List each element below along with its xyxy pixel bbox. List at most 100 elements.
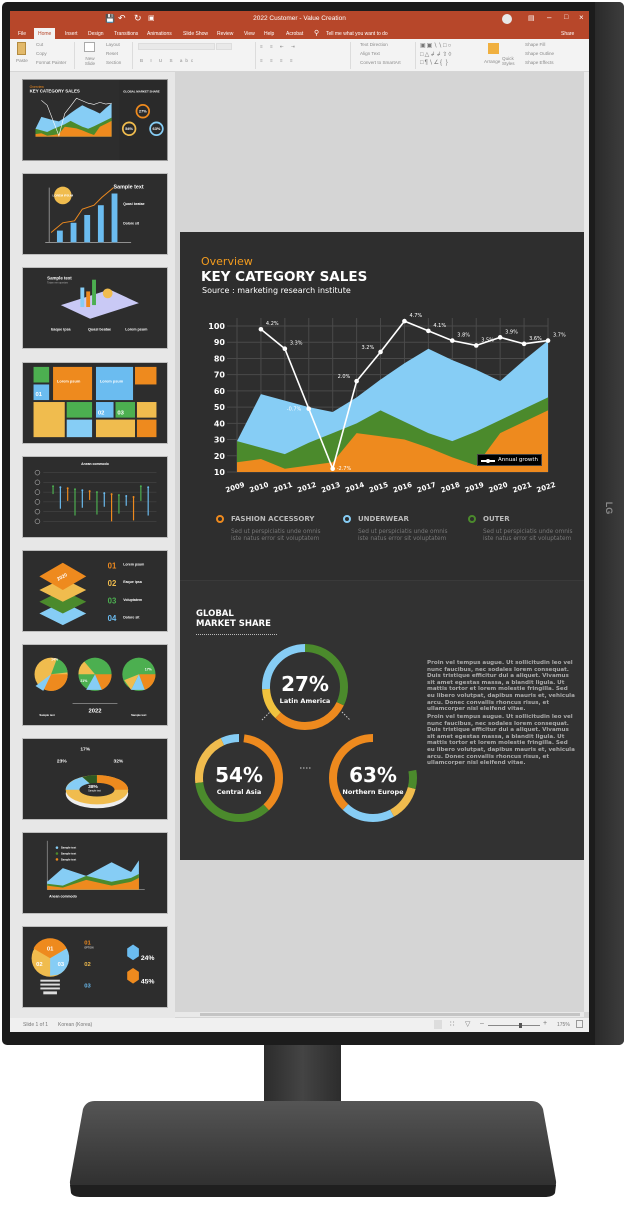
- shape-fill-button[interactable]: Shape Fill: [525, 42, 546, 47]
- paragraph-1: Proin vel tempus augue. Ut sollicitudin …: [427, 660, 575, 713]
- tab-review[interactable]: Review: [217, 30, 234, 37]
- fit-slide-icon[interactable]: [576, 1020, 583, 1028]
- tab-file[interactable]: File: [18, 30, 27, 37]
- cut-button[interactable]: Cut: [36, 42, 44, 47]
- shape-effects-button[interactable]: Shape Effects: [525, 60, 554, 65]
- thumb-dot: [88, 490, 91, 493]
- y-tick-label: 10: [214, 468, 226, 477]
- slide-sorter-icon[interactable]: ∷: [450, 1021, 455, 1028]
- shapes-gallery[interactable]: ▣▣∖∖□○ □△↲↲⇧◊ □¶∖∠{ }: [420, 43, 453, 66]
- vertical-scrollbar[interactable]: [584, 72, 589, 1012]
- y-tick-label: 90: [214, 338, 226, 347]
- tab-design[interactable]: Design: [88, 30, 104, 37]
- list-buttons[interactable]: ≡ ≡ ⇤ ⇥: [260, 44, 298, 49]
- new-slide-icon[interactable]: [84, 42, 95, 52]
- slide-thumbnail-5[interactable]: Anean commodo: [22, 456, 168, 538]
- thumb-text: 01: [108, 562, 117, 571]
- format-painter-button[interactable]: Format Painter: [36, 60, 67, 65]
- shape-outline-button[interactable]: Shape Outline: [525, 51, 555, 56]
- thumb-text: Dolore sit: [123, 222, 140, 226]
- thumb-text: Anean commodo: [49, 894, 77, 898]
- slide-thumbnail-7[interactable]: 14% 21% 17% 2022 Sample text Sample text: [22, 644, 168, 726]
- close-icon[interactable]: ×: [579, 13, 584, 22]
- account-avatar[interactable]: [502, 14, 512, 24]
- font-size-select[interactable]: [216, 43, 232, 50]
- slide-thumbnail-3[interactable]: Sample text Totam rem aperiam Eaque ipsa…: [22, 267, 168, 349]
- language-indicator[interactable]: Korean (Korea): [58, 1022, 93, 1028]
- arrange-button[interactable]: Arrange: [484, 59, 501, 64]
- align-buttons[interactable]: ≡ ≡ ≡ ≡: [260, 58, 296, 63]
- slide-thumbnail-2[interactable]: LOREM IPSUM Sample text Quasi beatae Dol…: [22, 173, 168, 255]
- donut-segment: [195, 734, 283, 822]
- minimize-icon[interactable]: –: [547, 13, 552, 22]
- maximize-icon[interactable]: □: [564, 14, 569, 21]
- thumb-marker: [34, 499, 41, 505]
- tab-slide-show[interactable]: Slide Show: [183, 30, 209, 37]
- tab-insert[interactable]: Insert: [65, 30, 78, 37]
- thumb-text: Sample text: [88, 790, 101, 793]
- zoom-out-button[interactable]: –: [480, 1020, 484, 1027]
- redo-icon[interactable]: ↻: [134, 13, 142, 23]
- slide-thumbnail-6[interactable]: 2020 01 02 03 04 Lorem psum Eaque ipsa V…: [22, 550, 168, 632]
- slide-thumbnail-9[interactable]: Sample text Sample text Sample text Anea…: [22, 832, 168, 914]
- slide-thumbnail-1[interactable]: Overview KEY CATEGORY SALES GLOBAL MARKE…: [22, 79, 168, 161]
- x-tick-label: 2011: [273, 481, 294, 495]
- donut-value: 63%: [349, 763, 397, 787]
- thumb-text: 54%: [125, 126, 133, 131]
- new-slide-button[interactable]: New Slide: [84, 56, 96, 66]
- zoom-in-button[interactable]: +: [543, 1020, 548, 1027]
- save-icon[interactable]: 💾: [105, 14, 115, 23]
- x-tick-label: 2017: [416, 481, 437, 495]
- area-series-fashion-accessory: [237, 410, 548, 472]
- global-title-line1: GLOBAL: [196, 609, 234, 619]
- present-icon[interactable]: ▣: [148, 15, 155, 22]
- text-direction-button[interactable]: Text Direction: [360, 42, 388, 47]
- zoom-slider[interactable]: [488, 1023, 540, 1028]
- font-format-buttons[interactable]: B I U S abc: [140, 58, 197, 63]
- slide-canvas[interactable]: Overview KEY CATEGORY SALES Source : mar…: [180, 232, 584, 860]
- slide-thumbnail-8[interactable]: 17% 23% 32% 38% Sample text: [22, 738, 168, 820]
- share-button[interactable]: Share: [561, 30, 575, 37]
- slide-thumbnail-10[interactable]: 01 02 03 01 02 03 OPTION 24% 45%: [22, 926, 168, 1008]
- section-button[interactable]: Section: [106, 60, 122, 65]
- tab-transitions[interactable]: Transitions: [114, 30, 139, 37]
- tab-home[interactable]: Home: [34, 28, 56, 39]
- reading-view-icon[interactable]: ▽: [465, 1021, 471, 1028]
- y-tick-label: 30: [214, 436, 226, 445]
- x-tick-label: 2014: [344, 481, 365, 495]
- thumb-text: 38%: [88, 784, 98, 790]
- slide-thumbnail-4[interactable]: Lorem psum Lorem psum 01 02 03: [22, 362, 168, 444]
- thumb-text: Lorem psum: [125, 327, 148, 331]
- convert-smartart-button[interactable]: Convert to SmartArt: [360, 60, 401, 65]
- layout-button[interactable]: Layout: [106, 42, 120, 47]
- thumb-dot: [110, 493, 113, 496]
- normal-view-icon[interactable]: [434, 1020, 442, 1029]
- horizontal-scrollbar-thumb[interactable]: [200, 1013, 580, 1016]
- tell-me-search[interactable]: Tell me what you want to do: [326, 30, 388, 37]
- thumb-text: Lorem psum: [57, 379, 81, 384]
- thumb-text: Quasi beatae: [123, 202, 144, 206]
- thumb-text: OPTION: [84, 946, 94, 949]
- thumb-text: 2020: [56, 572, 69, 583]
- zoom-slider-handle[interactable]: [518, 1023, 522, 1028]
- thumb-text: 27%: [139, 109, 147, 114]
- arrange-icon[interactable]: [488, 43, 499, 54]
- copy-button[interactable]: Copy: [36, 51, 47, 56]
- tab-help[interactable]: Help: [264, 30, 275, 37]
- undo-icon[interactable]: ↶: [118, 13, 126, 23]
- tab-animations[interactable]: Animations: [147, 30, 172, 37]
- align-text-button[interactable]: Align Text: [360, 51, 380, 56]
- paste-button[interactable]: Paste: [16, 58, 28, 63]
- paste-icon[interactable]: [17, 42, 26, 55]
- thumb-text: Sample text: [47, 276, 72, 281]
- ribbon-display-icon[interactable]: ▤: [528, 15, 535, 22]
- thumb-text: 03: [108, 597, 117, 606]
- font-name-select[interactable]: [138, 43, 215, 50]
- zoom-level[interactable]: 175%: [557, 1022, 570, 1028]
- quick-styles-button[interactable]: Quick Styles: [502, 56, 515, 66]
- tab-view[interactable]: View: [244, 30, 255, 37]
- x-tick-label: 2015: [368, 481, 389, 495]
- tab-acrobat[interactable]: Acrobat: [286, 30, 304, 37]
- reset-button[interactable]: Reset: [106, 51, 119, 56]
- x-tick-label: 2012: [296, 481, 317, 495]
